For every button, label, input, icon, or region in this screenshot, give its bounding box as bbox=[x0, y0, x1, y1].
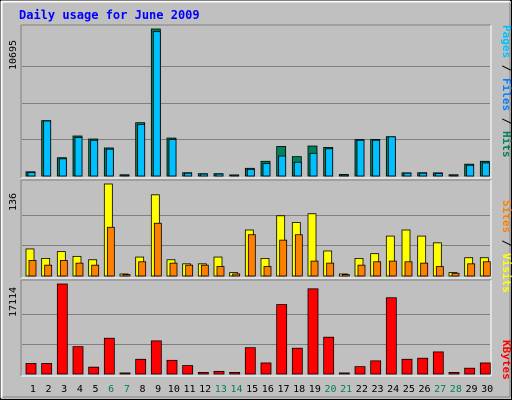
x-tick-label-day-15: 15 bbox=[246, 384, 258, 395]
legend-kbytes: KBytes bbox=[500, 340, 512, 380]
x-tick-label-day-30: 30 bbox=[481, 384, 493, 395]
x-tick-label-day-14: 14 bbox=[230, 384, 242, 395]
bar-pages-day-28 bbox=[451, 175, 458, 176]
chart-panels: 10695 136 17114 bbox=[8, 25, 491, 376]
x-tick-label-day-20: 20 bbox=[324, 384, 336, 395]
x-tick-label-day-11: 11 bbox=[183, 384, 195, 395]
x-tick-label-day-21: 21 bbox=[340, 384, 352, 395]
x-tick-label-day-9: 9 bbox=[155, 384, 161, 395]
x-tick-label-day-17: 17 bbox=[277, 384, 289, 395]
x-tick-label-day-2: 2 bbox=[45, 384, 51, 395]
bar-pages-day-21 bbox=[341, 175, 348, 176]
panel-kbytes: 17114 bbox=[8, 280, 491, 376]
x-tick-label-day-23: 23 bbox=[371, 384, 383, 395]
bar-pages-day-12 bbox=[200, 174, 207, 176]
panel-hits-files-pages: 10695 bbox=[8, 25, 491, 178]
x-tick-label-day-12: 12 bbox=[199, 384, 211, 395]
legend-sites-visits: Sites / Visits bbox=[500, 200, 512, 293]
x-tick-label-day-8: 8 bbox=[139, 384, 145, 395]
x-tick-label-day-4: 4 bbox=[77, 384, 83, 395]
x-tick-label-day-1: 1 bbox=[30, 384, 36, 395]
legend-entry: Files bbox=[500, 78, 512, 111]
legend-pages-files-hits: Pages / Files / Hits bbox=[500, 25, 512, 158]
x-tick-label-day-13: 13 bbox=[215, 384, 227, 395]
bar-kbytes-day-28 bbox=[449, 372, 459, 374]
legend-entry: / bbox=[500, 58, 512, 78]
legend-entry: KBytes bbox=[500, 340, 512, 380]
x-tick-label-day-7: 7 bbox=[124, 384, 130, 395]
legend-entry: Visits bbox=[500, 253, 512, 293]
bar-pages-day-7 bbox=[122, 175, 129, 176]
x-tick-label-day-5: 5 bbox=[92, 384, 98, 395]
legend-entry: / bbox=[500, 111, 512, 131]
x-tick-label-day-25: 25 bbox=[403, 384, 415, 395]
legend-entry: Pages bbox=[500, 25, 512, 58]
bar-sites-day-7 bbox=[123, 275, 130, 276]
chart-title: Daily usage for June 2009 bbox=[19, 8, 200, 22]
y-max-label: 136 bbox=[8, 193, 19, 211]
x-tick-label-day-26: 26 bbox=[418, 384, 430, 395]
y-max-label: 17114 bbox=[8, 287, 19, 317]
bar-pages-day-14 bbox=[232, 175, 239, 176]
legend-entry: / bbox=[500, 233, 512, 253]
x-tick-label-day-19: 19 bbox=[309, 384, 321, 395]
bar-kbytes-day-21 bbox=[339, 373, 349, 374]
bar-kbytes-day-12 bbox=[198, 372, 208, 374]
x-tick-label-day-29: 29 bbox=[465, 384, 477, 395]
x-tick-label-day-3: 3 bbox=[61, 384, 67, 395]
x-tick-label-day-22: 22 bbox=[356, 384, 368, 395]
bar-kbytes-day-7 bbox=[120, 373, 130, 374]
legend-entry: Hits bbox=[500, 131, 512, 158]
x-tick-label-day-28: 28 bbox=[450, 384, 462, 395]
x-tick-label-day-6: 6 bbox=[108, 384, 114, 395]
x-tick-label-day-24: 24 bbox=[387, 384, 399, 395]
bar-kbytes-day-14 bbox=[230, 372, 240, 374]
bar-pages-day-13 bbox=[216, 174, 223, 176]
x-tick-label-day-27: 27 bbox=[434, 384, 446, 395]
x-tick-label-day-18: 18 bbox=[293, 384, 305, 395]
legend-entry: Sites bbox=[500, 200, 512, 233]
panel-visits-sites: 136 bbox=[8, 180, 491, 278]
y-max-label: 10695 bbox=[8, 40, 19, 70]
bar-sites-day-21 bbox=[342, 275, 349, 276]
x-tick-label-day-16: 16 bbox=[262, 384, 274, 395]
x-tick-label-day-10: 10 bbox=[168, 384, 180, 395]
